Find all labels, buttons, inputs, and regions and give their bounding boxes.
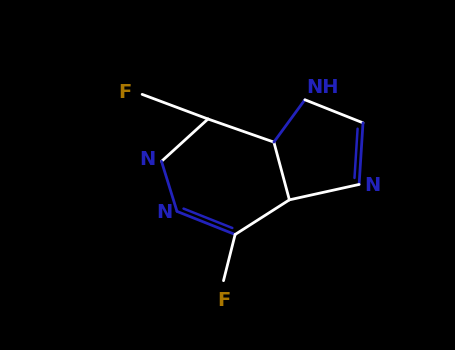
- Text: N: N: [156, 203, 172, 223]
- Text: F: F: [118, 83, 131, 102]
- Text: F: F: [217, 292, 230, 310]
- Text: N: N: [139, 149, 155, 169]
- Text: N: N: [364, 176, 380, 196]
- Text: NH: NH: [306, 78, 339, 97]
